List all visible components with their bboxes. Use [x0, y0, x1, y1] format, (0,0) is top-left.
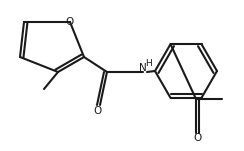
Text: H: H — [146, 59, 152, 69]
Text: O: O — [66, 17, 74, 27]
Text: O: O — [93, 106, 101, 116]
Text: O: O — [193, 133, 201, 143]
Text: N: N — [139, 63, 147, 73]
